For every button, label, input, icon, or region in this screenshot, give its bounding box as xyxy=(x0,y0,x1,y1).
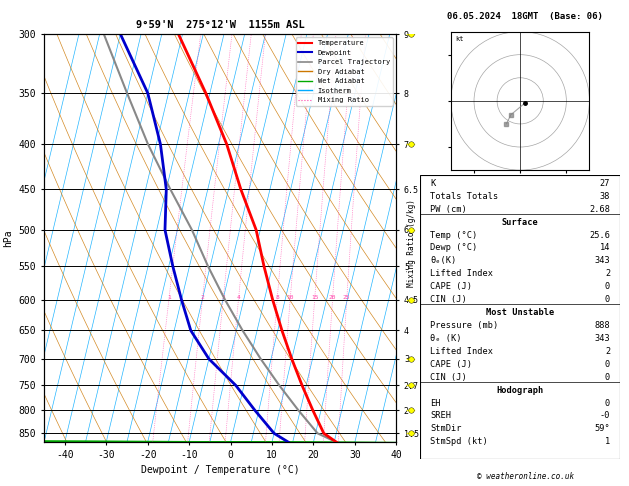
Text: 2: 2 xyxy=(605,269,610,278)
Text: 2: 2 xyxy=(201,295,204,300)
Text: -0: -0 xyxy=(599,412,610,420)
Text: 2.68: 2.68 xyxy=(589,205,610,214)
Text: 343: 343 xyxy=(594,257,610,265)
Y-axis label: hPa: hPa xyxy=(3,229,13,247)
Text: 10: 10 xyxy=(286,295,294,300)
Text: Temp (°C): Temp (°C) xyxy=(430,230,477,240)
Text: 0: 0 xyxy=(605,373,610,382)
Text: 4: 4 xyxy=(237,295,240,300)
Title: 9°59'N  275°12'W  1155m ASL: 9°59'N 275°12'W 1155m ASL xyxy=(136,20,304,31)
Text: 2: 2 xyxy=(605,347,610,356)
Text: Dewp (°C): Dewp (°C) xyxy=(430,243,477,252)
Text: 06.05.2024  18GMT  (Base: 06): 06.05.2024 18GMT (Base: 06) xyxy=(447,12,603,21)
Text: θₑ (K): θₑ (K) xyxy=(430,334,462,343)
Text: EH: EH xyxy=(430,399,441,408)
Text: 59°: 59° xyxy=(594,424,610,434)
Text: K: K xyxy=(430,179,435,188)
Text: 25.6: 25.6 xyxy=(589,230,610,240)
Text: 888: 888 xyxy=(594,321,610,330)
Text: © weatheronline.co.uk: © weatheronline.co.uk xyxy=(477,472,574,481)
Text: Pressure (mb): Pressure (mb) xyxy=(430,321,498,330)
Text: 1: 1 xyxy=(605,437,610,446)
Text: 3: 3 xyxy=(221,295,225,300)
Text: 15: 15 xyxy=(311,295,318,300)
Text: 0: 0 xyxy=(605,360,610,369)
FancyBboxPatch shape xyxy=(420,175,620,459)
Text: CAPE (J): CAPE (J) xyxy=(430,282,472,291)
Y-axis label: km
ASL: km ASL xyxy=(428,238,443,258)
Text: Hodograph: Hodograph xyxy=(496,385,544,395)
Text: 0: 0 xyxy=(605,282,610,291)
Text: StmSpd (kt): StmSpd (kt) xyxy=(430,437,488,446)
Text: Lifted Index: Lifted Index xyxy=(430,269,493,278)
Text: Most Unstable: Most Unstable xyxy=(486,308,554,317)
X-axis label: Dewpoint / Temperature (°C): Dewpoint / Temperature (°C) xyxy=(141,466,299,475)
Text: Surface: Surface xyxy=(502,218,538,226)
Text: CIN (J): CIN (J) xyxy=(430,373,467,382)
Text: Lifted Index: Lifted Index xyxy=(430,347,493,356)
Text: 38: 38 xyxy=(599,192,610,201)
Text: Mixing Ratio (g/kg): Mixing Ratio (g/kg) xyxy=(408,199,416,287)
Text: 27: 27 xyxy=(599,179,610,188)
Text: 25: 25 xyxy=(343,295,350,300)
Text: SREH: SREH xyxy=(430,412,451,420)
Text: 1: 1 xyxy=(167,295,170,300)
Text: CAPE (J): CAPE (J) xyxy=(430,360,472,369)
Legend: Temperature, Dewpoint, Parcel Trajectory, Dry Adiabat, Wet Adiabat, Isotherm, Mi: Temperature, Dewpoint, Parcel Trajectory… xyxy=(296,37,392,106)
Text: θₑ(K): θₑ(K) xyxy=(430,257,457,265)
Text: 0: 0 xyxy=(605,399,610,408)
Text: StmDir: StmDir xyxy=(430,424,462,434)
Text: LCL: LCL xyxy=(520,381,533,390)
Text: kt: kt xyxy=(455,36,464,42)
Text: 343: 343 xyxy=(594,334,610,343)
Text: 0: 0 xyxy=(605,295,610,304)
Text: 14: 14 xyxy=(599,243,610,252)
Text: Totals Totals: Totals Totals xyxy=(430,192,498,201)
Text: CIN (J): CIN (J) xyxy=(430,295,467,304)
Text: 20: 20 xyxy=(329,295,337,300)
Text: PW (cm): PW (cm) xyxy=(430,205,467,214)
Text: 8: 8 xyxy=(276,295,279,300)
